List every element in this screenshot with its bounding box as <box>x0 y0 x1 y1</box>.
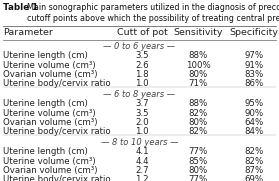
Text: 1.0: 1.0 <box>136 79 149 89</box>
Text: 2.7: 2.7 <box>136 166 149 175</box>
Text: Parameter: Parameter <box>3 28 53 37</box>
Text: 88%: 88% <box>189 51 208 60</box>
Text: Uterine length (cm): Uterine length (cm) <box>3 147 88 156</box>
Text: 90%: 90% <box>244 109 263 118</box>
Text: Table 1: Table 1 <box>3 3 38 12</box>
Text: 77%: 77% <box>189 175 208 181</box>
Text: Ovarian volume (cm³): Ovarian volume (cm³) <box>3 166 97 175</box>
Text: 3.5: 3.5 <box>136 51 149 60</box>
Text: 1.8: 1.8 <box>136 70 149 79</box>
Text: 80%: 80% <box>189 70 208 79</box>
Text: 69%: 69% <box>244 175 263 181</box>
Text: — 0 to 6 years —: — 0 to 6 years — <box>104 42 175 51</box>
Text: 82%: 82% <box>244 147 263 156</box>
Text: 80%: 80% <box>189 166 208 175</box>
Text: 100%: 100% <box>186 61 210 70</box>
Text: — 8 to 10 years —: — 8 to 10 years — <box>101 138 178 147</box>
Text: 83%: 83% <box>244 70 263 79</box>
Text: 77%: 77% <box>189 147 208 156</box>
Text: Uterine volume (cm³): Uterine volume (cm³) <box>3 61 95 70</box>
Text: Uterine length (cm): Uterine length (cm) <box>3 51 88 60</box>
Text: 3.7: 3.7 <box>136 99 149 108</box>
Text: 4.4: 4.4 <box>136 157 149 166</box>
Text: Uterine length (cm): Uterine length (cm) <box>3 99 88 108</box>
Text: 88%: 88% <box>189 99 208 108</box>
Text: Sensitivity: Sensitivity <box>173 28 223 37</box>
Text: 71%: 71% <box>189 79 208 89</box>
Text: 86%: 86% <box>244 79 263 89</box>
Text: 1.0: 1.0 <box>136 127 149 136</box>
Text: Uterine volume (cm³): Uterine volume (cm³) <box>3 157 95 166</box>
Text: 1.2: 1.2 <box>136 175 149 181</box>
Text: Specificity: Specificity <box>229 28 278 37</box>
Text: 82%: 82% <box>189 109 208 118</box>
Text: 95%: 95% <box>244 99 263 108</box>
Text: 85%: 85% <box>189 157 208 166</box>
Text: cutoff points above which the possibility of treating central precocious puberty: cutoff points above which the possibilit… <box>27 14 279 23</box>
Text: 87%: 87% <box>244 166 263 175</box>
Text: Uterine body/cervix ratio: Uterine body/cervix ratio <box>3 127 110 136</box>
Text: 97%: 97% <box>244 51 263 60</box>
Text: Uterine body/cervix ratio: Uterine body/cervix ratio <box>3 79 110 89</box>
Text: Uterine body/cervix ratio: Uterine body/cervix ratio <box>3 175 110 181</box>
Text: 84%: 84% <box>244 127 263 136</box>
Text: 91%: 91% <box>244 61 263 70</box>
Text: Ovarian volume (cm³): Ovarian volume (cm³) <box>3 70 97 79</box>
Text: 2.6: 2.6 <box>136 61 149 70</box>
Text: 64%: 64% <box>244 118 263 127</box>
Text: 4.1: 4.1 <box>136 147 149 156</box>
Text: — 6 to 8 years —: — 6 to 8 years — <box>104 90 175 99</box>
Text: 82%: 82% <box>189 127 208 136</box>
Text: 2.0: 2.0 <box>136 118 149 127</box>
Text: Main sonographic parameters utilized in the diagnosis of precocious puberty, wit: Main sonographic parameters utilized in … <box>27 3 279 12</box>
Text: 3.5: 3.5 <box>136 109 149 118</box>
Text: 82%: 82% <box>244 157 263 166</box>
Text: 80%: 80% <box>189 118 208 127</box>
Text: Ovarian volume (cm³): Ovarian volume (cm³) <box>3 118 97 127</box>
Text: Cutt of pot: Cutt of pot <box>117 28 168 37</box>
Text: Uterine volume (cm³): Uterine volume (cm³) <box>3 109 95 118</box>
